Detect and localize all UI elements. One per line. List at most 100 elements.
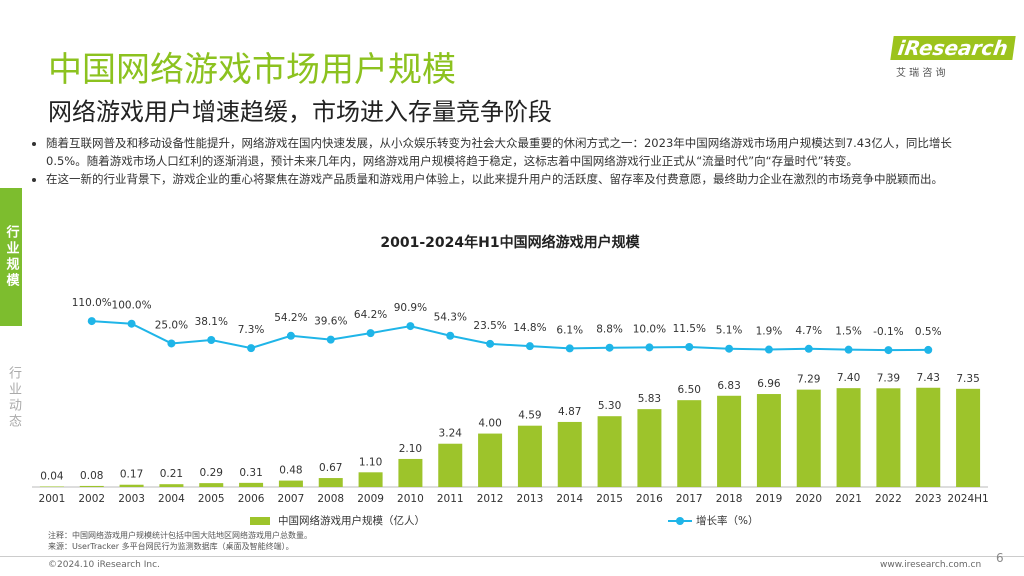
x-tick-label: 2009	[357, 493, 384, 505]
x-tick-label: 2014	[556, 493, 583, 505]
growth-point	[884, 346, 893, 355]
bar-label: 0.21	[160, 468, 183, 480]
growth-point	[247, 344, 256, 353]
bar	[239, 482, 264, 487]
sidebar-active[interactable]: 行业规模	[0, 188, 22, 326]
growth-point	[446, 331, 455, 340]
bar	[438, 443, 463, 487]
sidebar-inactive[interactable]: 行业动态	[6, 366, 21, 430]
bar-label: 2.10	[399, 443, 422, 455]
bar-label: 5.83	[638, 393, 661, 405]
x-tick-label: 2024H1	[947, 493, 988, 505]
growth-point	[924, 345, 933, 354]
bar	[39, 486, 64, 487]
bar	[278, 480, 303, 487]
bar-label: 7.40	[837, 372, 860, 384]
growth-point	[127, 319, 136, 328]
growth-point	[645, 343, 654, 352]
bar	[79, 485, 104, 487]
x-tick-label: 2013	[517, 493, 544, 505]
x-tick-label: 2018	[716, 493, 743, 505]
bar-label: 4.59	[518, 410, 541, 422]
x-tick-label: 2010	[397, 493, 424, 505]
x-tick-label: 2023	[915, 493, 942, 505]
bullet: 在这一新的行业背景下，游戏企业的重心将聚焦在游戏产品质量和游戏用户体验上，以此来…	[46, 170, 988, 188]
copyright: ©2024.10 iResearch Inc.	[48, 560, 160, 570]
growth-label: 8.8%	[596, 324, 623, 336]
bar-label: 0.17	[120, 469, 143, 481]
legend-label: 中国网络游戏用户规模（亿人）	[278, 514, 425, 527]
bar	[796, 389, 821, 487]
growth-label: 54.2%	[274, 312, 307, 324]
bar-label: 0.31	[239, 467, 262, 479]
chart-title: 2001-2024年H1中国网络游戏用户规模	[380, 234, 640, 251]
bar	[916, 387, 941, 487]
growth-point	[725, 344, 734, 353]
growth-label: 11.5%	[673, 323, 706, 335]
x-tick-label: 2017	[676, 493, 703, 505]
x-tick-label: 2019	[756, 493, 783, 505]
bar-label: 6.83	[717, 380, 740, 392]
bar	[597, 416, 622, 487]
x-tick-label: 2008	[317, 493, 344, 505]
growth-point	[486, 339, 495, 348]
bar-label: 7.39	[877, 372, 900, 384]
growth-line	[91, 320, 929, 352]
growth-label: 5.1%	[716, 325, 743, 337]
x-tick-label: 2015	[596, 493, 623, 505]
legend-label: 增长率（%）	[696, 514, 758, 527]
growth-label: 39.6%	[314, 316, 347, 328]
bar	[637, 409, 662, 487]
growth-label: 7.3%	[238, 324, 265, 336]
growth-label: 10.0%	[633, 323, 666, 335]
growth-point	[844, 345, 853, 354]
legend-swatch	[676, 517, 684, 525]
x-tick-label: 2007	[278, 493, 305, 505]
x-tick-label: 2001	[39, 493, 66, 505]
growth-label: 90.9%	[394, 302, 427, 314]
growth-point	[685, 343, 694, 352]
bar-label: 7.29	[797, 374, 820, 386]
bar-label: 3.24	[439, 428, 463, 440]
growth-label: 1.9%	[756, 326, 783, 338]
x-tick-label: 2003	[118, 493, 145, 505]
bar-label: 0.08	[80, 470, 103, 482]
x-tick-label: 2002	[78, 493, 105, 505]
bar	[478, 433, 503, 487]
legend-swatch	[250, 517, 270, 525]
growth-point	[87, 317, 96, 326]
notes: 注释：中国网络游戏用户规模统计包括中国大陆地区网络游戏用户总数量。 来源：User…	[48, 530, 312, 552]
bar	[756, 394, 781, 487]
growth-label: 110.0%	[72, 297, 112, 309]
bar	[956, 388, 981, 487]
note: 来源：UserTracker 多平台网民行为监测数据库（桌面及智能终端）。	[48, 542, 294, 551]
bullets: 随着互联网普及和移动设备性能提升，网络游戏在国内快速发展，从小众娱乐转变为社会大…	[32, 134, 988, 188]
bar-label: 0.29	[200, 467, 223, 479]
x-tick-label: 2020	[795, 493, 822, 505]
growth-point	[525, 342, 534, 351]
bar	[119, 484, 144, 487]
growth-label: -0.1%	[873, 326, 903, 338]
x-tick-label: 2004	[158, 493, 185, 505]
x-tick-label: 2006	[238, 493, 265, 505]
bar-label: 6.50	[678, 384, 701, 396]
url: www.iresearch.com.cn	[880, 560, 982, 570]
bar-label: 4.00	[478, 418, 501, 430]
growth-label: 23.5%	[473, 320, 506, 332]
growth-label: 54.3%	[434, 312, 467, 324]
growth-point	[565, 344, 574, 353]
bar-label: 4.87	[558, 406, 581, 418]
growth-label: 25.0%	[155, 319, 188, 331]
bar	[677, 400, 702, 487]
bullet: 随着互联网普及和移动设备性能提升，网络游戏在国内快速发展，从小众娱乐转变为社会大…	[46, 134, 988, 170]
bar-label: 5.30	[598, 400, 621, 412]
growth-point	[286, 331, 295, 340]
growth-point	[326, 335, 335, 344]
growth-label: 0.5%	[915, 326, 942, 338]
growth-label: 1.5%	[835, 326, 862, 338]
x-tick-label: 2011	[437, 493, 464, 505]
growth-point	[605, 343, 614, 352]
growth-label: 6.1%	[556, 324, 583, 336]
bar-label: 0.48	[279, 465, 302, 477]
